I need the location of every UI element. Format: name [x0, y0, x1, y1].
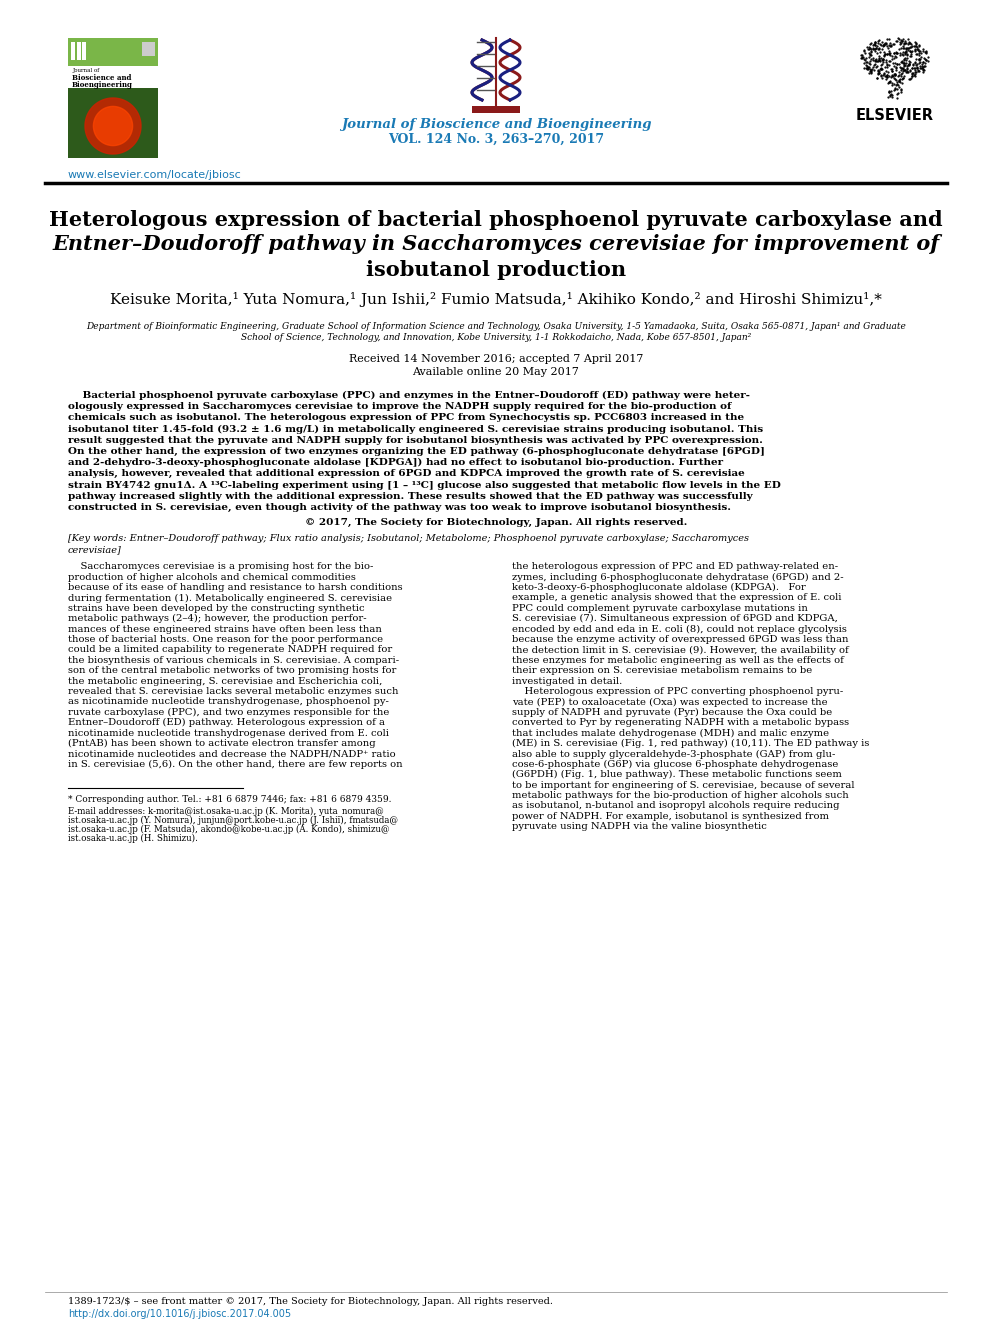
Text: (ME) in S. cerevisiae (Fig. 1, red pathway) (10,11). The ED pathway is: (ME) in S. cerevisiae (Fig. 1, red pathw… [512, 740, 869, 747]
Bar [68, 38, 158, 66]
Text: and 2-dehydro-3-deoxy-phosphogluconate aldolase [KDPGA]) had no effect to isobut: and 2-dehydro-3-deoxy-phosphogluconate a… [68, 458, 723, 467]
Text: zymes, including 6-phosphogluconate dehydratase (6PGD) and 2-: zymes, including 6-phosphogluconate dehy… [512, 573, 843, 582]
Text: pyruvate using NADPH via the valine biosynthetic: pyruvate using NADPH via the valine bios… [512, 822, 767, 831]
Text: Journal of Bioscience and Bioengineering: Journal of Bioscience and Bioengineering [340, 118, 652, 131]
Text: E-mail addresses: k-morita@ist.osaka-u.ac.jp (K. Morita), yuta_nomura@: E-mail addresses: k-morita@ist.osaka-u.a… [68, 806, 384, 816]
Bar [512, 106, 520, 112]
Text: investigated in detail.: investigated in detail. [512, 676, 622, 685]
Text: analysis, however, revealed that additional expression of 6PGD and KDPCA improve: analysis, however, revealed that additio… [68, 470, 745, 479]
Text: Heterologous expression of PPC converting phosphoenol pyru-: Heterologous expression of PPC convertin… [512, 687, 843, 696]
Text: [Key words: Entner–Doudoroff pathway; Flux ratio analysis; Isobutanol; Metabolom: [Key words: Entner–Doudoroff pathway; Fl… [68, 534, 749, 544]
Polygon shape [85, 98, 141, 153]
Text: (G6PDH) (Fig. 1, blue pathway). These metabolic functions seem: (G6PDH) (Fig. 1, blue pathway). These me… [512, 770, 842, 779]
Bar [77, 42, 81, 60]
Text: Bioengineering: Bioengineering [72, 81, 133, 89]
Text: ologously expressed in Saccharomyces cerevisiae to improve the NADPH supply requ: ologously expressed in Saccharomyces cer… [68, 402, 731, 411]
Text: to be important for engineering of S. cerevisiae, because of several: to be important for engineering of S. ce… [512, 781, 854, 790]
Text: that includes malate dehydrogenase (MDH) and malic enzyme: that includes malate dehydrogenase (MDH)… [512, 729, 829, 738]
Text: the detection limit in S. cerevisiae (9). However, the availability of: the detection limit in S. cerevisiae (9)… [512, 646, 849, 655]
Text: metabolic pathways for the bio-production of higher alcohols such: metabolic pathways for the bio-productio… [512, 791, 849, 800]
Text: Available online 20 May 2017: Available online 20 May 2017 [413, 366, 579, 377]
Bar [68, 89, 158, 157]
Text: ruvate carboxylase (PPC), and two enzymes responsible for the: ruvate carboxylase (PPC), and two enzyme… [68, 708, 390, 717]
Text: pathway increased slightly with the additional expression. These results showed : pathway increased slightly with the addi… [68, 492, 753, 501]
Bar [476, 106, 516, 112]
Text: mances of these engineered strains have often been less than: mances of these engineered strains have … [68, 624, 382, 634]
Text: Heterologous expression of bacterial phosphoenol pyruvate carboxylase and: Heterologous expression of bacterial pho… [50, 210, 942, 230]
Text: nicotinamide nucleotide transhydrogenase derived from E. coli: nicotinamide nucleotide transhydrogenase… [68, 729, 389, 738]
Text: as nicotinamide nucleotide transhydrogenase, phosphoenol py-: as nicotinamide nucleotide transhydrogen… [68, 697, 389, 706]
Text: ist.osaka-u.ac.jp (Y. Nomura), junjun@port.kobe-u.ac.jp (J. Ishii), fmatsuda@: ist.osaka-u.ac.jp (Y. Nomura), junjun@po… [68, 815, 398, 824]
Text: School of Science, Technology, and Innovation, Kobe University, 1-1 Rokkodaicho,: School of Science, Technology, and Innov… [241, 333, 751, 343]
Text: metabolic pathways (2–4); however, the production perfor-: metabolic pathways (2–4); however, the p… [68, 614, 367, 623]
Polygon shape [93, 106, 133, 146]
Text: ELSEVIER: ELSEVIER [856, 108, 934, 123]
Text: S. cerevisiae (7). Simultaneous expression of 6PGD and KDPGA,: S. cerevisiae (7). Simultaneous expressi… [512, 614, 838, 623]
Text: Entner–Doudoroff (ED) pathway. Heterologous expression of a: Entner–Doudoroff (ED) pathway. Heterolog… [68, 718, 385, 728]
Text: their expression on S. cerevisiae metabolism remains to be: their expression on S. cerevisiae metabo… [512, 667, 812, 675]
Text: because the enzyme activity of overexpressed 6PGD was less than: because the enzyme activity of overexpre… [512, 635, 848, 644]
Text: Keisuke Morita,¹ Yuta Nomura,¹ Jun Ishii,² Fumio Matsuda,¹ Akihiko Kondo,² and H: Keisuke Morita,¹ Yuta Nomura,¹ Jun Ishii… [110, 292, 882, 307]
Text: Bioscience and: Bioscience and [72, 74, 131, 82]
Bar [68, 66, 158, 89]
Text: these enzymes for metabolic engineering as well as the effects of: these enzymes for metabolic engineering … [512, 656, 844, 664]
Bar [857, 38, 932, 112]
Text: (PntAB) has been shown to activate electron transfer among: (PntAB) has been shown to activate elect… [68, 740, 376, 747]
Text: ist.osaka-u.ac.jp (F. Matsuda), akondo@kobe-u.ac.jp (A. Kondo), shimizu@: ist.osaka-u.ac.jp (F. Matsuda), akondo@k… [68, 824, 390, 833]
Bar [472, 106, 480, 112]
Text: On the other hand, the expression of two enzymes organizing the ED pathway (6-ph: On the other hand, the expression of two… [68, 447, 765, 456]
Text: those of bacterial hosts. One reason for the poor performance: those of bacterial hosts. One reason for… [68, 635, 383, 644]
Text: Journal of: Journal of [72, 67, 99, 73]
Text: power of NADPH. For example, isobutanol is synthesized from: power of NADPH. For example, isobutanol … [512, 812, 829, 820]
Text: in S. cerevisiae (5,6). On the other hand, there are few reports on: in S. cerevisiae (5,6). On the other han… [68, 759, 403, 769]
Text: VOL. 124 No. 3, 263–270, 2017: VOL. 124 No. 3, 263–270, 2017 [388, 134, 604, 146]
Text: constructed in S. cerevisiae, even though activity of the pathway was too weak t: constructed in S. cerevisiae, even thoug… [68, 503, 731, 512]
Text: keto-3-deoxy-6-phosphogluconate aldolase (KDPGA).   For: keto-3-deoxy-6-phosphogluconate aldolase… [512, 583, 806, 593]
Text: strain BY4742 gnu1Δ. A ¹³C-labeling experiment using [1 – ¹³C] glucose also sugg: strain BY4742 gnu1Δ. A ¹³C-labeling expe… [68, 480, 781, 490]
Text: * Corresponding author. Tel.: +81 6 6879 7446; fax: +81 6 6879 4359.: * Corresponding author. Tel.: +81 6 6879… [68, 795, 392, 804]
Text: cose-6-phosphate (G6P) via glucose 6-phosphate dehydrogenase: cose-6-phosphate (G6P) via glucose 6-pho… [512, 759, 838, 769]
Text: result suggested that the pyruvate and NADPH supply for isobutanol biosynthesis : result suggested that the pyruvate and N… [68, 435, 763, 445]
Text: could be a limited capability to regenerate NADPH required for: could be a limited capability to regener… [68, 646, 392, 655]
Text: production of higher alcohols and chemical commodities: production of higher alcohols and chemic… [68, 573, 356, 582]
Text: ist.osaka-u.ac.jp (H. Shimizu).: ist.osaka-u.ac.jp (H. Shimizu). [68, 833, 197, 843]
Text: example, a genetic analysis showed that the expression of E. coli: example, a genetic analysis showed that … [512, 594, 841, 602]
Text: also able to supply glyceraldehyde-3-phosphate (GAP) from glu-: also able to supply glyceraldehyde-3-pho… [512, 749, 835, 758]
Text: PPC could complement pyruvate carboxylase mutations in: PPC could complement pyruvate carboxylas… [512, 603, 807, 613]
Text: © 2017, The Society for Biotechnology, Japan. All rights reserved.: © 2017, The Society for Biotechnology, J… [305, 519, 687, 528]
Text: Received 14 November 2016; accepted 7 April 2017: Received 14 November 2016; accepted 7 Ap… [349, 355, 643, 364]
Text: revealed that S. cerevisiae lacks several metabolic enzymes such: revealed that S. cerevisiae lacks severa… [68, 687, 399, 696]
Text: because of its ease of handling and resistance to harsh conditions: because of its ease of handling and resi… [68, 583, 403, 591]
Text: www.elsevier.com/locate/jbiosc: www.elsevier.com/locate/jbiosc [68, 169, 242, 180]
Text: nicotinamide nucleotides and decrease the NADPH/NADP⁺ ratio: nicotinamide nucleotides and decrease th… [68, 749, 396, 758]
Bar [82, 42, 86, 60]
Text: converted to Pyr by regenerating NADPH with a metabolic bypass: converted to Pyr by regenerating NADPH w… [512, 718, 849, 728]
Text: son of the central metabolic networks of two promising hosts for: son of the central metabolic networks of… [68, 667, 397, 675]
Text: cerevisiae]: cerevisiae] [68, 545, 122, 554]
Text: 1389-1723/$ – see front matter © 2017, The Society for Biotechnology, Japan. All: 1389-1723/$ – see front matter © 2017, T… [68, 1297, 553, 1306]
Text: Saccharomyces cerevisiae is a promising host for the bio-: Saccharomyces cerevisiae is a promising … [68, 562, 373, 572]
Text: vate (PEP) to oxaloacetate (Oxa) was expected to increase the: vate (PEP) to oxaloacetate (Oxa) was exp… [512, 697, 827, 706]
Text: the metabolic engineering, S. cerevisiae and Escherichia coli,: the metabolic engineering, S. cerevisiae… [68, 676, 382, 685]
Text: during fermentation (1). Metabolically engineered S. cerevisiae: during fermentation (1). Metabolically e… [68, 594, 392, 602]
Text: strains have been developed by the constructing synthetic: strains have been developed by the const… [68, 603, 365, 613]
Text: chemicals such as isobutanol. The heterologous expression of PPC from Synechocys: chemicals such as isobutanol. The hetero… [68, 413, 744, 422]
Text: Bacterial phosphoenol pyruvate carboxylase (PPC) and enzymes in the Entner–Doudo: Bacterial phosphoenol pyruvate carboxyla… [68, 392, 750, 400]
Text: the biosynthesis of various chemicals in S. cerevisiae. A compari-: the biosynthesis of various chemicals in… [68, 656, 399, 664]
Text: encoded by edd and eda in E. coli (8), could not replace glycolysis: encoded by edd and eda in E. coli (8), c… [512, 624, 847, 634]
Text: supply of NADPH and pyruvate (Pyr) because the Oxa could be: supply of NADPH and pyruvate (Pyr) becau… [512, 708, 832, 717]
Text: Department of Bioinformatic Engineering, Graduate School of Information Science : Department of Bioinformatic Engineering,… [86, 321, 906, 331]
Text: as isobutanol, n-butanol and isopropyl alcohols require reducing: as isobutanol, n-butanol and isopropyl a… [512, 802, 839, 811]
Text: http://dx.doi.org/10.1016/j.jbiosc.2017.04.005: http://dx.doi.org/10.1016/j.jbiosc.2017.… [68, 1308, 291, 1319]
Bar [71, 42, 75, 60]
Bar [142, 42, 155, 56]
Text: isobutanol titer 1.45-fold (93.2 ± 1.6 mg/L) in metabolically engineered S. cere: isobutanol titer 1.45-fold (93.2 ± 1.6 m… [68, 425, 763, 434]
Text: Entner–Doudoroff pathway in Saccharomyces cerevisiae for improvement of: Entner–Doudoroff pathway in Saccharomyce… [53, 234, 939, 254]
Text: isobutanol production: isobutanol production [366, 261, 626, 280]
Text: the heterologous expression of PPC and ED pathway-related en-: the heterologous expression of PPC and E… [512, 562, 838, 572]
